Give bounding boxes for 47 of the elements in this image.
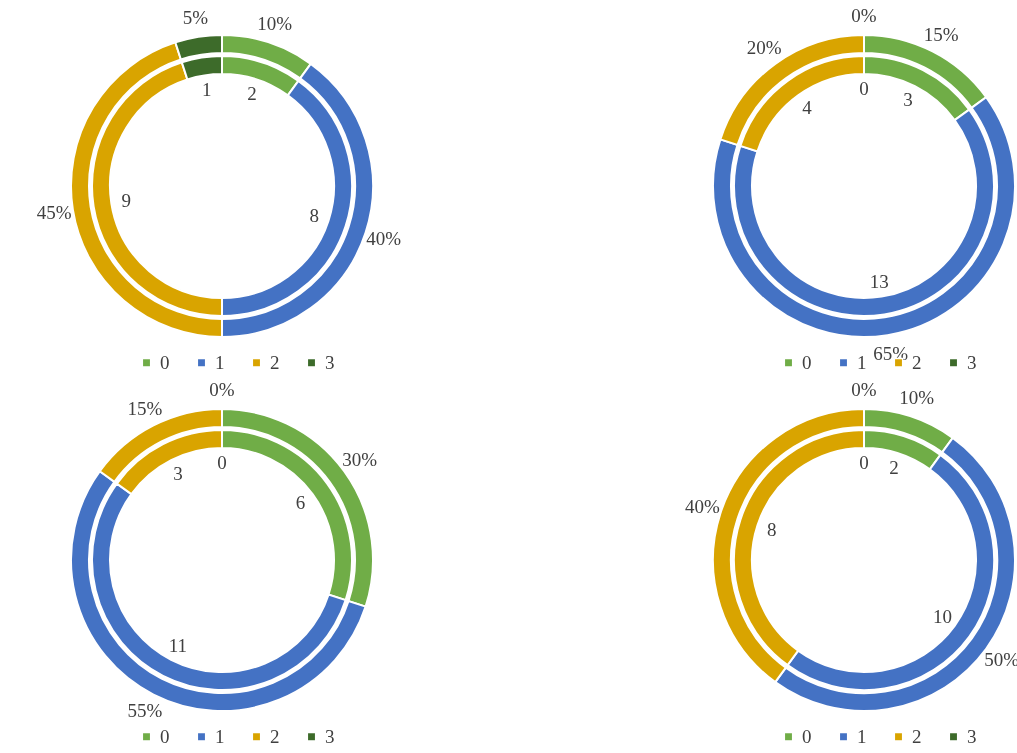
legend-label: 1 xyxy=(215,351,225,373)
data-label: 3 xyxy=(173,462,183,484)
legend-label: 3 xyxy=(325,351,335,373)
text: 0% xyxy=(851,5,877,26)
legend-label: 0 xyxy=(160,351,170,373)
legend-label: 0 xyxy=(802,725,812,747)
data-label: 13 xyxy=(869,270,889,292)
legend-label: 1 xyxy=(857,725,867,747)
legend-label: 2 xyxy=(912,725,922,747)
data-label: 6 xyxy=(295,491,306,513)
data-label: 2 xyxy=(247,82,257,104)
data-label: 3 xyxy=(903,88,913,110)
legend-label: 3 xyxy=(967,351,977,373)
legend-label: 2 xyxy=(270,351,280,373)
text: 0% xyxy=(851,379,877,400)
data-label: 30% xyxy=(342,449,378,471)
legend-label: 1 xyxy=(857,351,867,373)
data-label: 10% xyxy=(899,387,935,409)
text: 0% xyxy=(209,379,235,400)
data-label: 8 xyxy=(309,204,319,226)
legend-label: 0 xyxy=(160,725,170,747)
slice-label: 0 xyxy=(859,452,869,473)
legend-label: 0 xyxy=(802,351,812,373)
data-label: 40% xyxy=(684,496,720,518)
data-label: 10 xyxy=(932,606,952,628)
data-label: 2 xyxy=(889,456,899,478)
data-label: 20% xyxy=(746,37,782,59)
data-label: 9 xyxy=(121,190,131,212)
data-label: 55% xyxy=(127,700,163,722)
data-label: 15% xyxy=(127,397,163,419)
slice-label: 0 xyxy=(859,78,869,99)
data-label: 45% xyxy=(36,201,72,223)
slice-label: 0 xyxy=(217,452,227,473)
data-label: 1 xyxy=(202,79,212,101)
data-label: 5% xyxy=(182,7,209,29)
data-label: 11 xyxy=(168,635,188,657)
legend-label: 1 xyxy=(215,725,225,747)
data-label: 8 xyxy=(767,519,777,541)
legend-label: 2 xyxy=(270,725,280,747)
data-label: 10% xyxy=(257,13,293,35)
data-label: 15% xyxy=(923,23,959,45)
legend-label: 3 xyxy=(325,725,335,747)
legend-label: 2 xyxy=(912,351,922,373)
data-label: 4 xyxy=(802,96,813,118)
legend-label: 3 xyxy=(967,725,977,747)
data-label: 40% xyxy=(366,227,402,249)
data-label: 65% xyxy=(873,342,909,364)
